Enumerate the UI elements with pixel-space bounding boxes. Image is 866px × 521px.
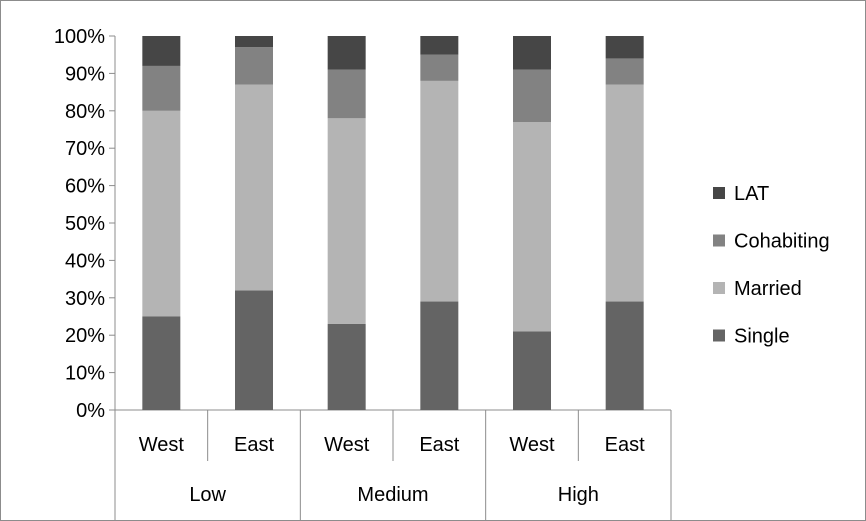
x-category-label: West (509, 434, 555, 456)
legend-label-married: Married (734, 278, 802, 300)
bar-segment-lat (420, 36, 459, 55)
bar-segment-single (513, 331, 551, 410)
legend-label-lat: LAT (734, 183, 769, 205)
x-category-label: East (419, 434, 459, 456)
x-category-label: East (605, 434, 645, 456)
bar-segment-cohabiting (420, 54, 459, 81)
y-tick-label: 40% (65, 250, 105, 272)
y-tick-label: 30% (65, 288, 105, 310)
y-tick-label: 50% (65, 213, 105, 235)
bar-segment-cohabiting (513, 69, 551, 123)
bar-segment-single (235, 290, 273, 410)
y-tick-label: 10% (65, 363, 105, 385)
y-tick-label: 70% (65, 138, 105, 160)
bar-segment-married (235, 84, 273, 291)
legend-swatch-lat (713, 187, 725, 199)
bar-segment-lat (513, 36, 551, 70)
legend-label-single: Single (734, 326, 790, 348)
legend-swatch-married (713, 282, 725, 294)
bar-segment-cohabiting (235, 47, 273, 85)
bar-segment-married (142, 110, 181, 317)
bar-segment-cohabiting (327, 69, 366, 119)
bar-segment-single (327, 323, 366, 410)
y-tick-label: 90% (65, 63, 105, 85)
y-tick-label: 0% (76, 400, 105, 422)
bar-segment-lat (327, 36, 366, 70)
bar-segment-single (142, 316, 181, 410)
bar-segment-lat (605, 36, 644, 59)
x-group-label: Low (189, 484, 226, 506)
bar-segment-married (327, 118, 366, 324)
legend-swatch-cohabiting (713, 234, 725, 247)
x-category-label: West (324, 434, 370, 456)
bar-segment-cohabiting (605, 58, 644, 85)
legend-label-cohabiting: Cohabiting (734, 231, 830, 253)
x-category-label: West (139, 434, 185, 456)
bar-segment-lat (235, 36, 273, 48)
bar-segment-single (420, 301, 459, 410)
y-tick-label: 80% (65, 101, 105, 123)
y-tick-label: 20% (65, 325, 105, 347)
x-category-label: East (234, 434, 274, 456)
y-tick-label: 60% (65, 176, 105, 198)
legend-swatch-single (713, 329, 725, 342)
bar-segment-lat (142, 36, 181, 66)
x-group-label: High (558, 484, 599, 506)
bar-segment-cohabiting (142, 65, 181, 111)
y-tick-label: 100% (54, 26, 105, 48)
bar-segment-married (420, 80, 459, 302)
bar-segment-married (513, 122, 551, 332)
bar-segment-married (605, 84, 644, 302)
bar-segment-single (605, 301, 644, 410)
x-group-label: Medium (357, 484, 428, 506)
